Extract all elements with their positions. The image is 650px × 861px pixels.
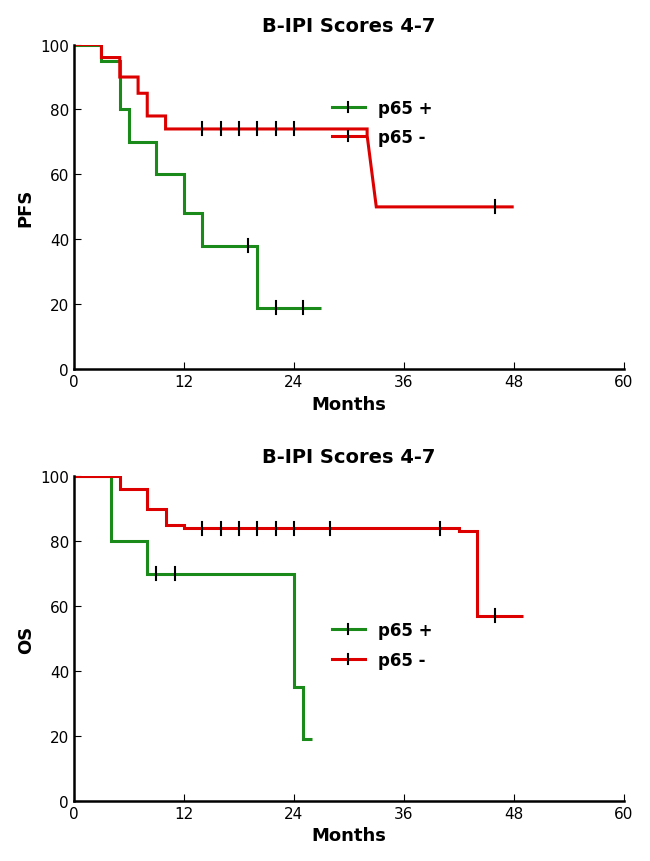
- X-axis label: Months: Months: [311, 395, 386, 413]
- Title: B-IPI Scores 4-7: B-IPI Scores 4-7: [262, 16, 436, 35]
- Title: B-IPI Scores 4-7: B-IPI Scores 4-7: [262, 448, 436, 467]
- Legend: p65 +, p65 -: p65 +, p65 -: [325, 615, 439, 676]
- Legend: p65 +, p65 -: p65 +, p65 -: [325, 93, 439, 153]
- Y-axis label: OS: OS: [17, 625, 34, 653]
- Y-axis label: PFS: PFS: [17, 189, 34, 226]
- X-axis label: Months: Months: [311, 827, 386, 845]
